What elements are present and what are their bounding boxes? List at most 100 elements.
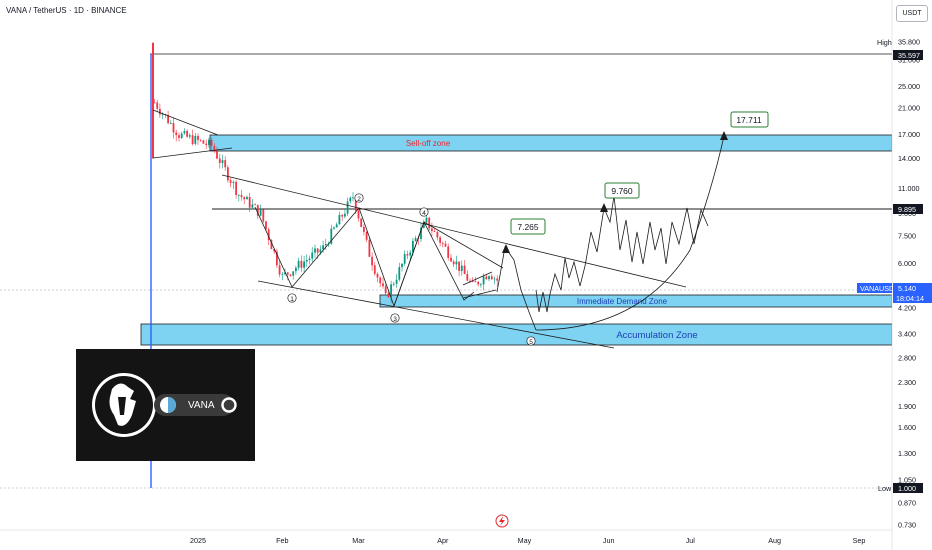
candle	[488, 276, 490, 280]
candle	[221, 160, 224, 163]
candle	[365, 232, 368, 240]
time-axis[interactable]: 2025 Feb Mar Apr May Jun Jul Aug Sep	[190, 536, 865, 545]
currency-button[interactable]: USDT	[896, 5, 928, 22]
candle	[311, 252, 314, 259]
projection-curve	[535, 135, 725, 331]
candle	[289, 274, 292, 276]
candle	[175, 132, 178, 136]
candle	[363, 227, 365, 232]
ticker-text: VANAUSDT	[860, 284, 899, 293]
candle	[335, 224, 338, 228]
wave-label-3: 3	[393, 316, 397, 323]
candle	[194, 135, 197, 144]
price-axis[interactable]	[892, 0, 932, 550]
candle	[414, 238, 417, 241]
candle	[496, 278, 499, 281]
candle	[169, 123, 172, 124]
candle	[218, 158, 221, 163]
candle	[180, 133, 183, 138]
projection-down	[496, 245, 537, 331]
channel-lower-line	[257, 280, 615, 349]
selloff-zone-label: Sell-off zone	[406, 139, 451, 148]
candle	[444, 243, 447, 247]
target-callouts: 7.265 9.760 17.711	[510, 111, 769, 235]
candle	[490, 276, 493, 280]
candle	[210, 139, 213, 146]
wave-labels: 1 2 3 4 5	[287, 193, 536, 346]
candle	[452, 261, 455, 265]
candle	[392, 283, 395, 285]
candle	[450, 257, 452, 262]
candle	[259, 209, 262, 216]
candle	[300, 260, 303, 268]
candle	[324, 244, 327, 246]
price-tick-label: 35.800	[898, 38, 920, 47]
candle	[330, 228, 333, 244]
candle	[322, 245, 324, 250]
projection-zigzag	[535, 195, 709, 313]
triangle-lower-line	[152, 147, 233, 159]
candle	[186, 131, 188, 137]
candle	[463, 265, 466, 274]
lightning-icon[interactable]	[495, 514, 509, 528]
price-tick-label: 0.870	[898, 499, 916, 508]
candle	[458, 261, 460, 271]
candle	[431, 228, 433, 232]
vana-logo-graphic	[92, 373, 237, 437]
candle	[202, 140, 205, 144]
wave-label-4: 4	[422, 210, 426, 217]
candle	[485, 276, 488, 280]
candle	[395, 279, 398, 284]
time-tick-label: Sep	[853, 536, 866, 545]
candle	[267, 229, 270, 241]
candle	[246, 197, 248, 200]
low-label: Low	[878, 484, 892, 493]
wave-upper-path	[393, 221, 504, 307]
candle	[153, 102, 156, 104]
countdown-text: 18:04:14	[896, 294, 924, 303]
price-tick-label: 2.300	[898, 378, 916, 387]
candle	[284, 272, 286, 275]
candle	[428, 217, 431, 229]
candle	[248, 197, 251, 208]
wave-label-5: 5	[529, 339, 533, 346]
target-label-2: 9.760	[611, 186, 633, 196]
candle	[172, 123, 175, 133]
candle	[360, 218, 363, 227]
candle	[371, 256, 373, 266]
arrow-head-low	[502, 244, 510, 253]
time-tick-label: Jun	[603, 536, 615, 545]
candle	[466, 274, 469, 281]
last-price-badge	[893, 283, 932, 303]
candle	[412, 241, 414, 253]
drawings	[152, 109, 725, 349]
candle	[398, 267, 401, 280]
demand-zone-label: Immediate Demand Zone	[577, 297, 668, 306]
time-tick-label: Jul	[686, 536, 696, 545]
candle	[477, 281, 480, 285]
candle	[251, 204, 254, 208]
time-tick-label: 2025	[190, 536, 206, 545]
candle	[235, 181, 237, 195]
candle	[229, 180, 232, 183]
price-tick-label: 0.730	[898, 521, 916, 530]
candle	[387, 293, 390, 298]
candle	[379, 277, 382, 284]
arrow-head-mid	[600, 203, 608, 212]
ticker-badge	[857, 283, 892, 293]
chart-title: VANA / TetherUS · 1D · BINANCE	[6, 6, 127, 15]
candle	[341, 215, 344, 217]
candle	[406, 254, 409, 256]
candle	[270, 240, 273, 250]
candle	[493, 278, 496, 280]
candle	[368, 239, 371, 257]
candle	[480, 284, 482, 286]
candle	[316, 248, 319, 253]
candle	[314, 248, 316, 253]
candle	[384, 286, 387, 293]
candle	[216, 151, 218, 159]
candle	[460, 265, 463, 271]
candle	[197, 135, 199, 140]
candle	[161, 114, 164, 115]
